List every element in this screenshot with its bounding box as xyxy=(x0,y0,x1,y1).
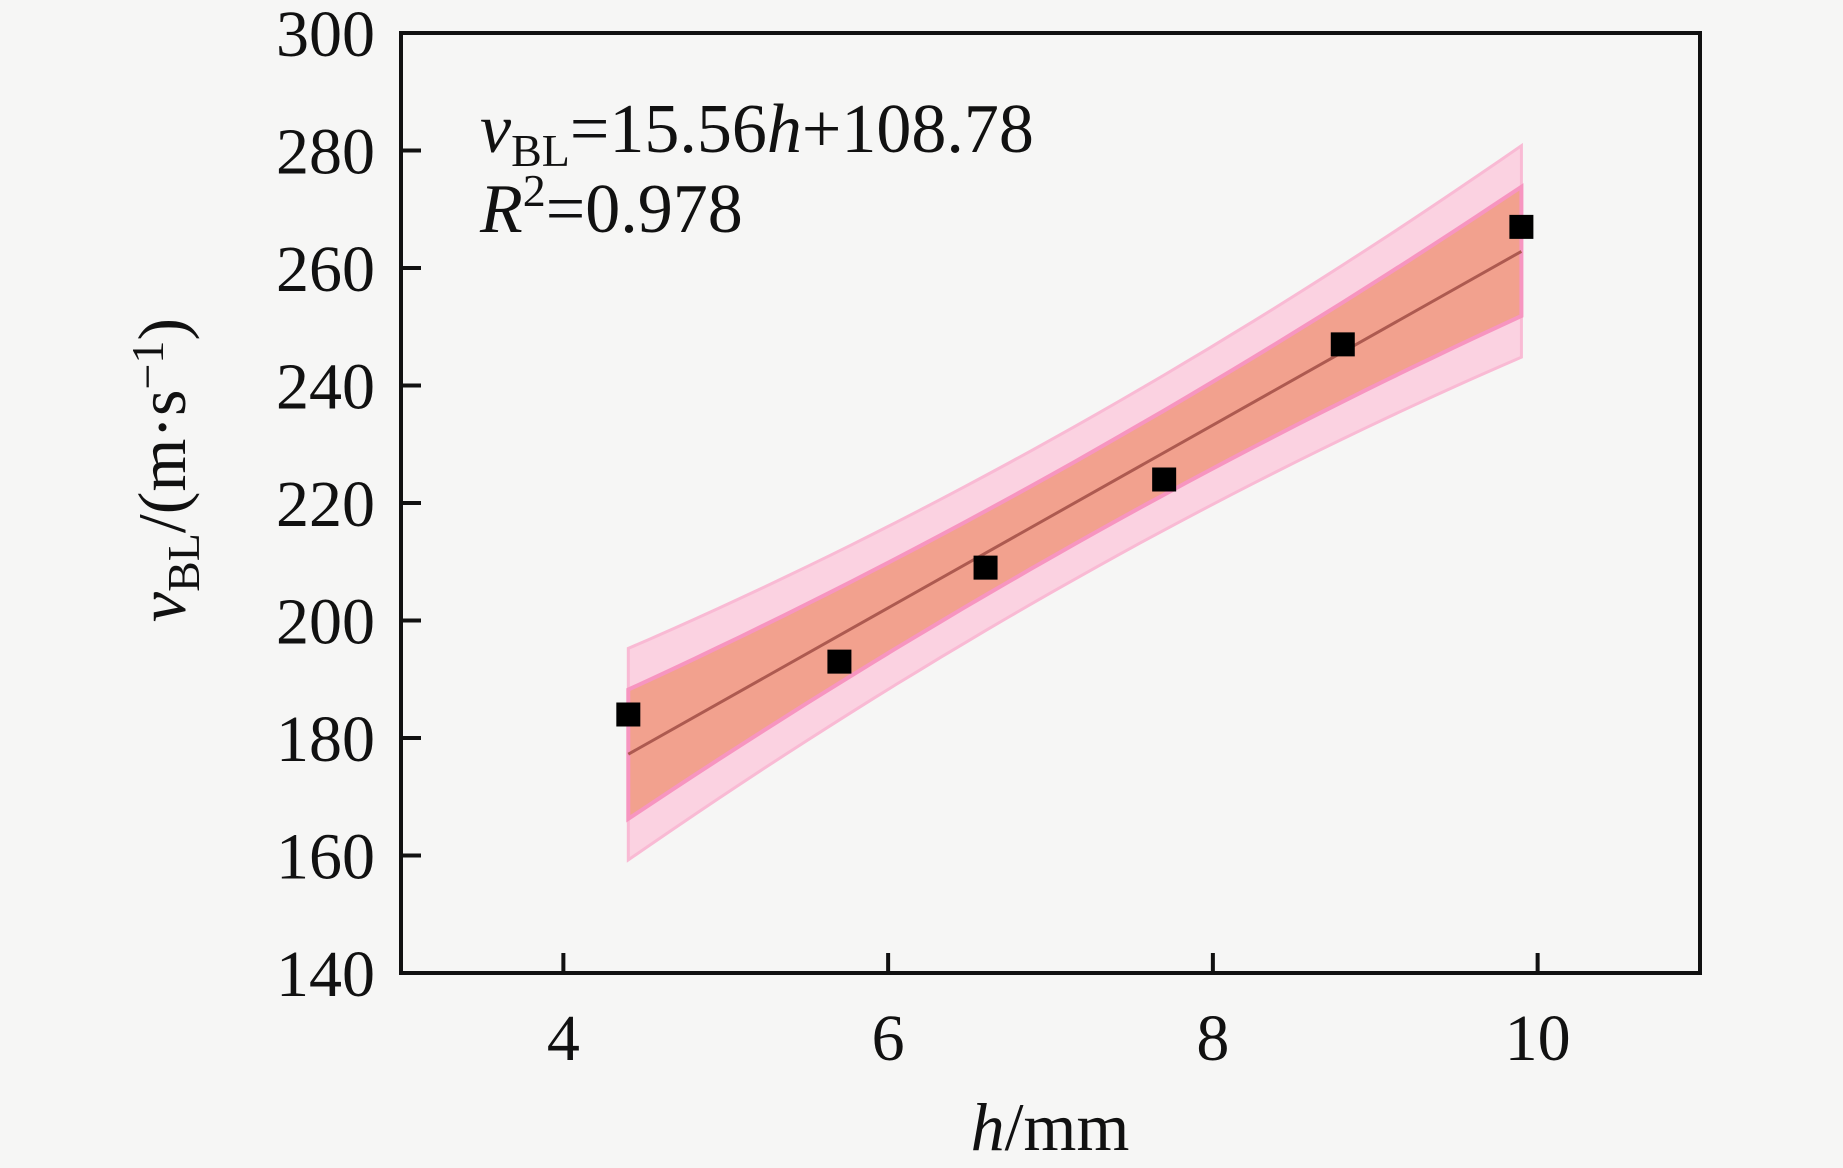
tick-labels: 4 6 8 10 140 160 180 200 220 240 260 280 300 xyxy=(276,0,1571,1075)
fit-line xyxy=(627,250,1523,756)
y-tick-label: 160 xyxy=(276,821,375,894)
y-tick-label: 140 xyxy=(276,938,375,1011)
data-point-marker xyxy=(1509,214,1534,239)
data-point-marker xyxy=(616,702,641,727)
r-squared-annotation: R2=0.978 xyxy=(479,165,743,248)
data-point-marker xyxy=(1330,332,1355,357)
regression-line xyxy=(627,250,1523,756)
y-tick-label: 260 xyxy=(276,233,375,306)
x-tick-label: 6 xyxy=(872,1002,905,1075)
y-tick-label: 200 xyxy=(276,586,375,659)
y-axis-title: vBL/(m·s−1) xyxy=(122,318,209,622)
data-point-marker xyxy=(1152,467,1177,492)
x-tick-label: 10 xyxy=(1505,1002,1571,1075)
data-points xyxy=(616,214,1534,727)
equation-annotation: vBL=15.56h+108.78 xyxy=(480,91,1034,176)
x-tick-label: 8 xyxy=(1196,1002,1229,1075)
data-point-marker xyxy=(973,555,998,580)
y-tick-label: 280 xyxy=(276,116,375,189)
axis-ticks xyxy=(401,31,1540,975)
y-tick-label: 300 xyxy=(276,0,375,71)
data-point-marker xyxy=(827,649,852,674)
x-axis-title: h/mm xyxy=(971,1089,1130,1165)
y-tick-label: 180 xyxy=(276,703,375,776)
y-tick-label: 220 xyxy=(276,468,375,541)
x-tick-label: 4 xyxy=(547,1002,580,1075)
y-tick-label: 240 xyxy=(276,351,375,424)
